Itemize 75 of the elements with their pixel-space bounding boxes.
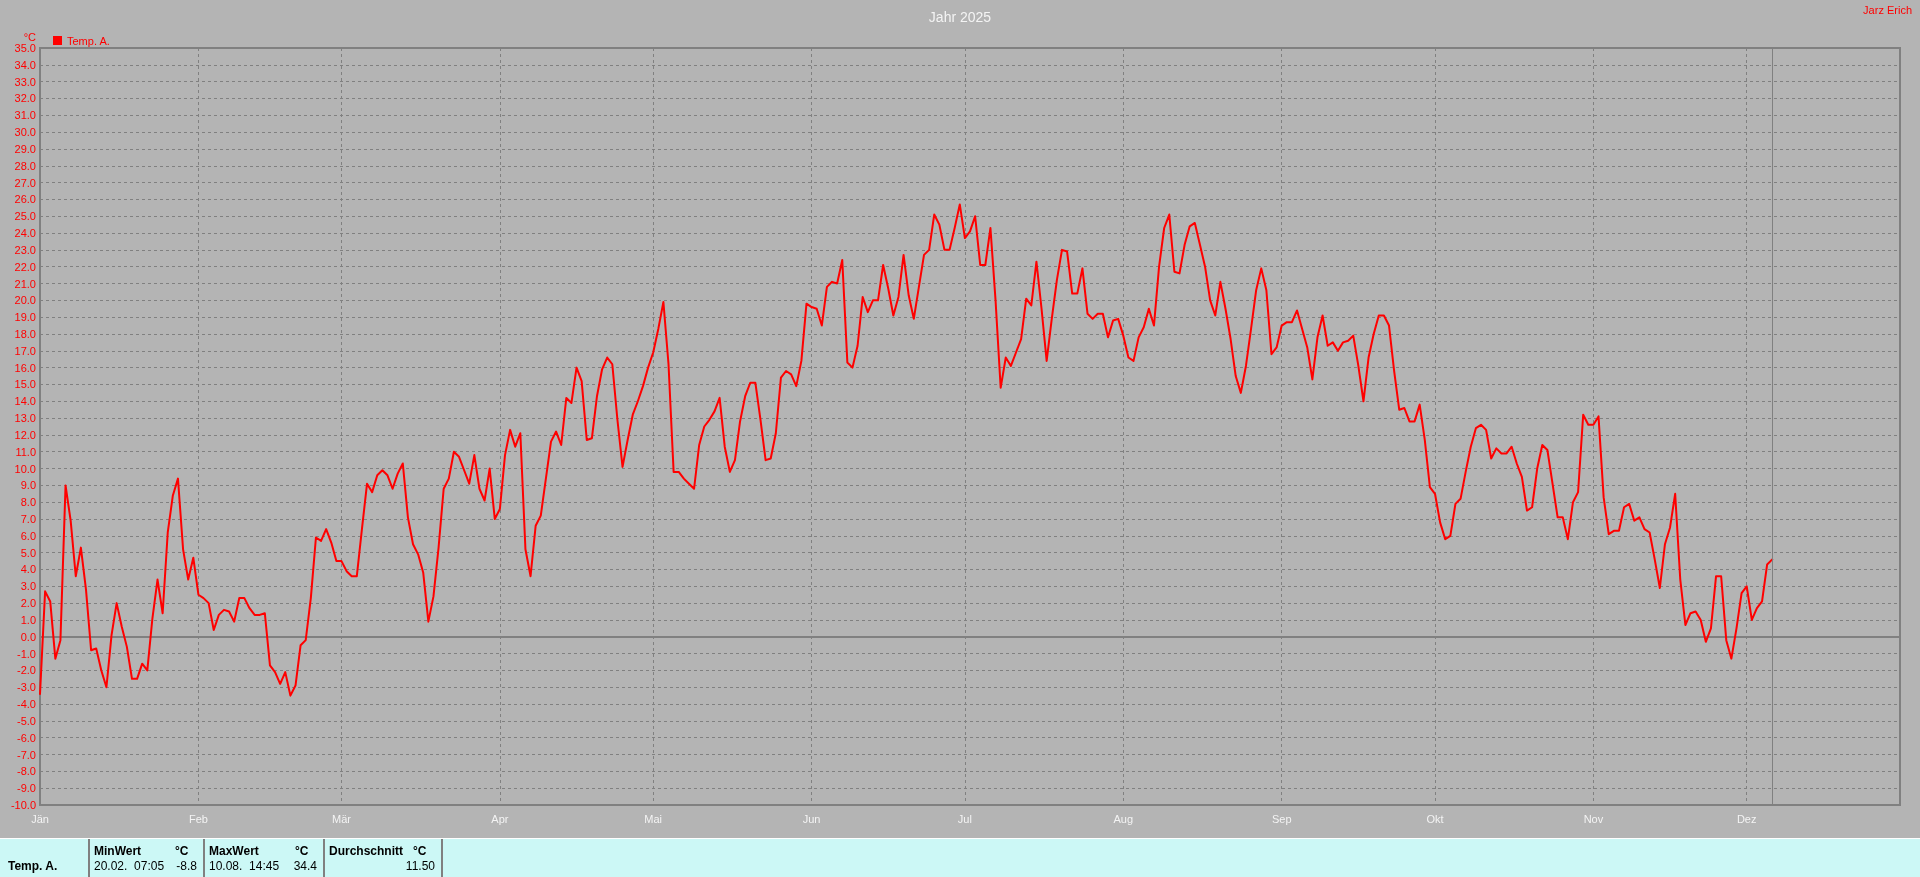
x-tick-label: Jun: [802, 812, 821, 825]
y-tick-label: 5.0: [20, 546, 36, 559]
y-tick-label: -7.0: [17, 748, 36, 761]
y-tick-label: 4.0: [20, 563, 36, 576]
x-tick-label: Jul: [957, 812, 972, 825]
text: MaxWert: [209, 844, 259, 858]
y-tick-label: 6.0: [20, 529, 36, 542]
x-tick-label: Sep: [1271, 812, 1292, 825]
y-tick-label: 35.0: [14, 42, 36, 54]
y-tick-label: 28.0: [14, 159, 36, 172]
y-tick-label: 25.0: [14, 210, 36, 223]
text: Temp. A.: [8, 859, 58, 873]
y-tick-label: -8.0: [17, 765, 36, 778]
y-tick-label: 0.0: [20, 630, 36, 643]
y-tick-label: 20.0: [14, 294, 36, 307]
text: MinWert: [94, 844, 142, 858]
y-tick-label: 18.0: [14, 327, 36, 340]
y-tick-label: 33.0: [14, 75, 36, 88]
y-tick-label: 14.0: [14, 395, 36, 408]
y-tick-label: -9.0: [17, 782, 36, 795]
text: Durchschnitt: [329, 844, 404, 858]
y-tick-label: 1.0: [20, 613, 36, 626]
y-tick-label: 2.0: [20, 597, 36, 610]
y-tick-label: 22.0: [14, 260, 36, 273]
x-tick-label: Mai: [644, 812, 663, 825]
y-tick-label: -6.0: [17, 731, 36, 744]
text: °C: [295, 844, 309, 858]
y-tick-label: 21.0: [14, 277, 36, 290]
y-tick-label: 27.0: [14, 176, 36, 189]
x-tick-label: Feb: [188, 812, 208, 825]
x-tick-label: Nov: [1583, 812, 1604, 825]
y-tick-label: -2.0: [17, 664, 36, 677]
text: Jarz Erich: [1863, 3, 1913, 16]
y-tick-label: 13.0: [14, 412, 36, 425]
y-tick-label: 30.0: [14, 126, 36, 139]
y-tick-label: 34.0: [14, 58, 36, 71]
y-tick-label: -5.0: [17, 714, 36, 727]
text: 20.02. 07:05: [94, 859, 165, 873]
y-tick-label: 11.0: [15, 445, 36, 458]
y-tick-label: 17.0: [14, 344, 36, 357]
y-tick-label: -3.0: [17, 681, 36, 694]
text: 10.08. 14:45: [209, 859, 280, 873]
y-axis-title: °C: [23, 30, 37, 43]
y-tick-label: 19.0: [14, 311, 36, 324]
y-tick-label: 15.0: [14, 378, 36, 391]
y-tick-label: 12.0: [14, 428, 36, 441]
y-tick-label: -4.0: [17, 698, 36, 711]
x-tick-label: Apr: [491, 812, 509, 825]
y-tick-label: 24.0: [14, 227, 36, 240]
y-tick-label: -1.0: [17, 647, 36, 660]
y-tick-label: 3.0: [20, 580, 36, 593]
y-tick-label: 31.0: [14, 109, 36, 122]
y-tick-label: 10.0: [14, 462, 36, 475]
y-tick-label: 32.0: [14, 92, 36, 105]
text: 34.4: [293, 859, 317, 873]
text: -8.8: [176, 859, 197, 873]
y-tick-label: 8.0: [20, 496, 36, 509]
text: °C: [413, 844, 427, 858]
y-tick-label: 16.0: [14, 361, 36, 374]
chart-title: Jahr 2025: [928, 9, 992, 25]
x-tick-label: Jän: [31, 812, 49, 825]
y-tick-label: 9.0: [20, 479, 36, 492]
y-tick-label: 7.0: [20, 513, 36, 526]
text: 11.50: [405, 859, 435, 873]
y-tick-label: -10.0: [10, 799, 36, 811]
x-tick-label: Dez: [1736, 812, 1757, 825]
legend-label: Temp. A.: [67, 34, 110, 47]
y-tick-label: 23.0: [14, 243, 36, 256]
y-tick-label: 26.0: [14, 193, 36, 206]
line-series: [39, 203, 1774, 697]
x-tick-label: Okt: [1426, 812, 1444, 825]
x-tick-label: Mär: [332, 812, 352, 825]
text: °C: [175, 844, 189, 858]
y-tick-label: 29.0: [14, 142, 36, 155]
x-tick-label: Aug: [1113, 812, 1134, 825]
